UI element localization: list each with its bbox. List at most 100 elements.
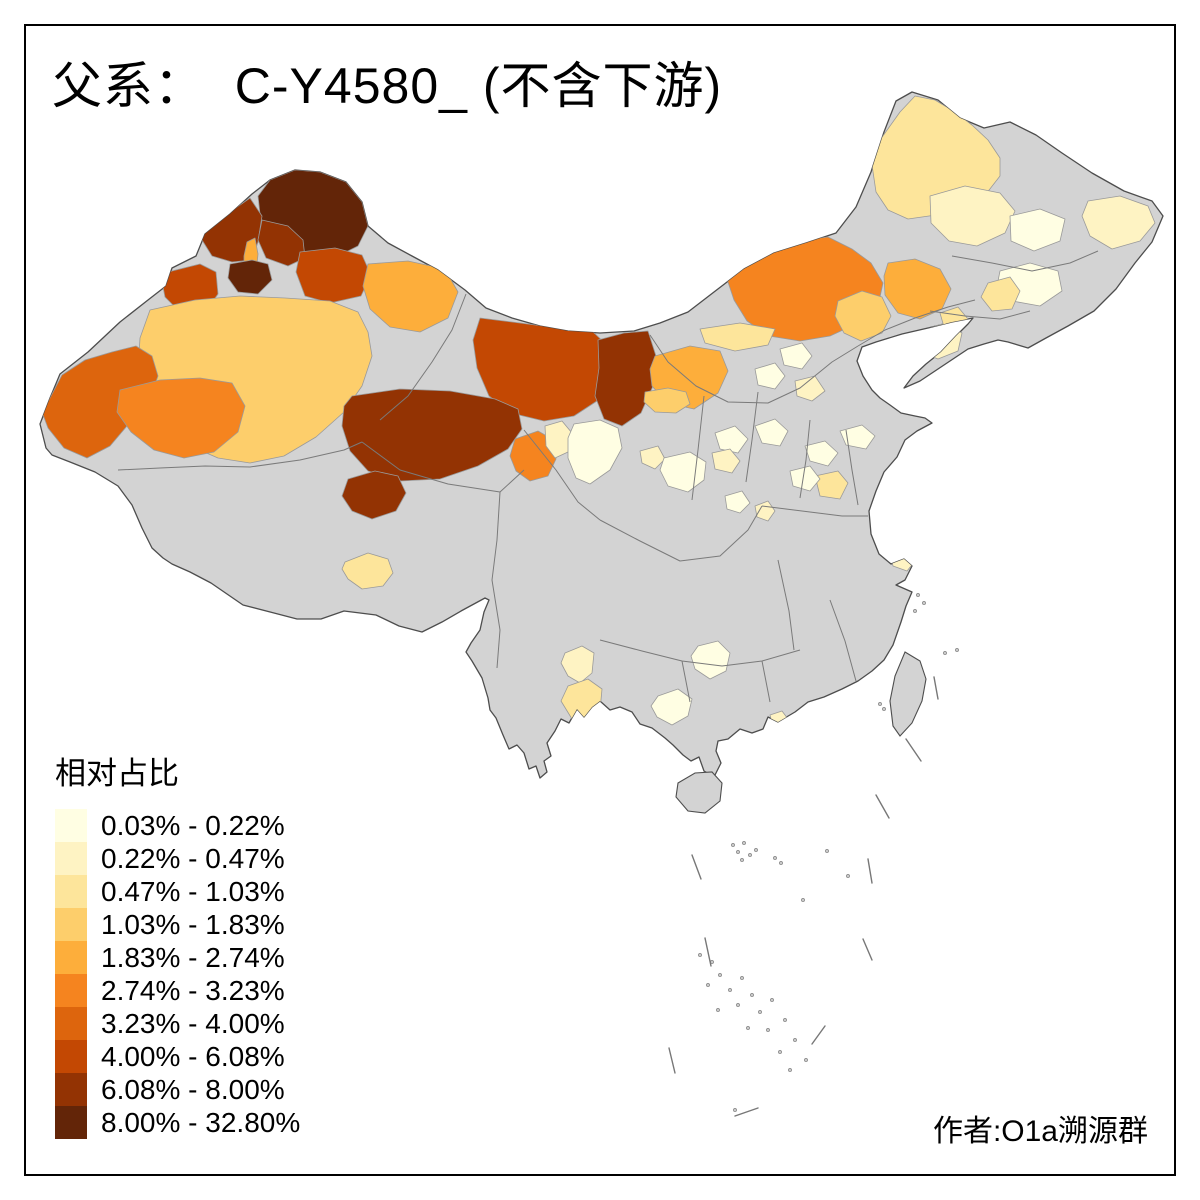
region-tibet-patch (341, 552, 394, 590)
islet-dot (750, 993, 754, 997)
region-ningxia-south (639, 445, 666, 470)
legend-label: 6.08% - 8.00% (101, 1073, 285, 1105)
attribution-text: 作者:O1a溯源群 (932, 1115, 1148, 1148)
legend-swatch (55, 974, 87, 1007)
islet-dot (742, 841, 746, 845)
region-aksu-hotan (116, 377, 246, 459)
legend-row: 1.83% - 2.74% (55, 941, 300, 974)
province-border-3 (491, 491, 501, 669)
islet-dot (779, 861, 783, 865)
province-border-6 (857, 299, 976, 347)
region-hebei-north-2 (754, 362, 786, 390)
legend-label: 0.22% - 0.47% (101, 842, 285, 874)
region-shandong-1 (839, 424, 876, 450)
region-changji (295, 247, 372, 304)
region-guangxi (650, 688, 693, 726)
region-hohhot (699, 322, 776, 352)
legend-label: 8.00% - 32.80% (101, 1106, 301, 1138)
islet-dot (943, 651, 947, 655)
region-hlj-east (1081, 195, 1156, 250)
region-karamay (257, 219, 306, 267)
islet-dot (698, 953, 702, 957)
region-tongliao (883, 258, 952, 320)
region-shanxi-1 (754, 418, 789, 447)
region-linxia (567, 419, 623, 485)
islet-dot (955, 648, 959, 652)
sea-boundary-dash-6 (691, 854, 702, 880)
legend-swatch (55, 941, 87, 974)
islet-dot (728, 988, 732, 992)
region-turpan-hami (362, 260, 459, 333)
region-qiqihar (929, 185, 1016, 247)
legend-label: 2.74% - 3.23% (101, 974, 285, 1006)
legend-row: 2.74% - 3.23% (55, 974, 300, 1007)
legend-swatch (55, 1073, 87, 1106)
sea-boundary-dash-2 (875, 794, 890, 819)
islet-dot (916, 593, 920, 597)
islet-dot (740, 858, 744, 862)
islet-dot (793, 1038, 797, 1042)
province-border-12 (777, 559, 857, 682)
legend-swatch (55, 1040, 87, 1073)
island-taiwan (889, 651, 927, 737)
legend-row: 8.00% - 32.80% (55, 1106, 300, 1139)
region-sichuan-east (724, 490, 751, 514)
islet-dot (922, 601, 926, 605)
region-henan-west (711, 448, 741, 474)
legend-row: 0.22% - 0.47% (55, 842, 300, 875)
islet-dot (770, 998, 774, 1002)
islet-dot (801, 898, 805, 902)
province-border-5 (649, 334, 859, 404)
islet-dot (783, 1018, 787, 1022)
region-alxa (594, 330, 657, 427)
islet-dot (913, 609, 917, 613)
region-hebei-south (789, 465, 821, 492)
region-hebei-north-1 (779, 342, 813, 370)
legend-swatch (55, 1106, 87, 1139)
sea-boundary-dash-4 (862, 938, 873, 961)
province-border-0 (117, 441, 363, 471)
region-shanxi-2 (714, 425, 749, 454)
province-border-10 (599, 505, 868, 562)
islet-dot (736, 1003, 740, 1007)
legend-swatch (55, 875, 87, 908)
islet-dot (804, 1058, 808, 1062)
legend-row: 1.03% - 1.83% (55, 908, 300, 941)
province-border-9 (691, 391, 759, 501)
region-guizhou (690, 640, 731, 680)
islet-dot (878, 702, 882, 706)
legend-label: 1.83% - 2.74% (101, 941, 285, 973)
sea-boundary-dash-0 (933, 676, 939, 700)
region-ningxia-north (643, 387, 691, 414)
region-haixi (341, 388, 523, 482)
page-title: 父系： C-Y4580_ (不含下游) (52, 58, 723, 114)
province-border-2 (361, 441, 525, 493)
province-border-8 (929, 310, 1031, 320)
islet-dot (846, 874, 850, 878)
legend-swatch (55, 842, 87, 875)
islet-dot (748, 853, 752, 857)
legend-row: 0.03% - 0.22% (55, 809, 300, 842)
legend-label: 3.23% - 4.00% (101, 1007, 285, 1039)
islet-dot (758, 1010, 762, 1014)
legend-swatch (55, 908, 87, 941)
islet-dot (718, 973, 722, 977)
region-jiangsu-spot (814, 470, 849, 500)
islet-dot (766, 1028, 770, 1032)
legend-row: 3.23% - 4.00% (55, 1007, 300, 1040)
islet-dot (882, 707, 886, 711)
legend-rows: 0.03% - 0.22% 0.22% - 0.47% 0.47% - 1.03% 1… (55, 809, 300, 1139)
islet-dot (733, 1108, 737, 1112)
legend-label: 0.47% - 1.03% (101, 875, 285, 907)
region-yunnan-1 (560, 645, 595, 684)
legend-row: 0.47% - 1.03% (55, 875, 300, 908)
province-border-11 (599, 639, 801, 703)
islet-dot (706, 983, 710, 987)
region-chifeng (834, 290, 892, 342)
islet-dot (736, 850, 740, 854)
legend-row: 4.00% - 6.08% (55, 1040, 300, 1073)
islet-dot (746, 1026, 750, 1030)
islet-dot (731, 843, 735, 847)
